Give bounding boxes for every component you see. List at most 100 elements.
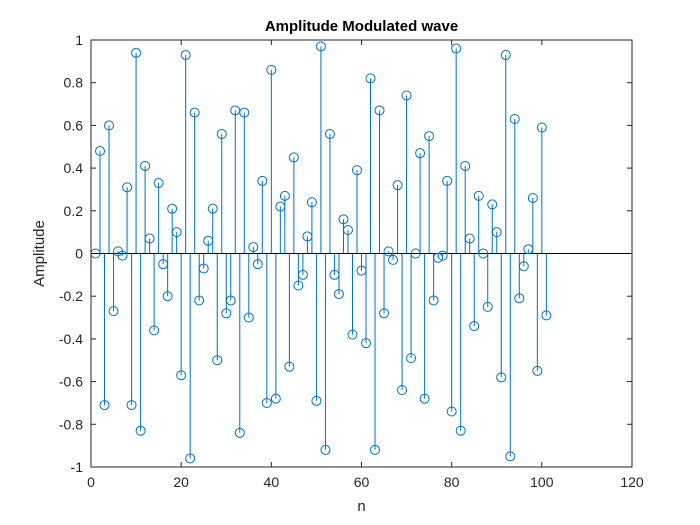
stem-marker [491,227,502,238]
stem-marker [126,400,137,411]
stem-marker [239,107,250,118]
stem-marker [442,175,453,186]
stem-marker [338,214,349,225]
stem-marker [324,128,335,139]
stem-marker [473,190,484,201]
stem-marker [104,120,115,131]
stem-marker [176,370,187,381]
stem-marker [532,365,543,376]
stem-marker [437,250,448,261]
stem-marker [198,263,209,274]
stem-marker [505,451,516,462]
stem-marker [108,306,119,317]
x-tick-label: 60 [354,474,370,490]
y-tick-label: -0.6 [59,374,83,390]
x-tick-label: 40 [264,474,280,490]
stem-marker [514,293,525,304]
stem-marker [203,235,214,246]
stem-marker [293,280,304,291]
stem-marker [275,201,286,212]
stem-marker [171,227,182,238]
stem-marker [180,49,191,60]
stem-marker [284,361,295,372]
y-tick-label: -0.2 [59,288,83,304]
markers-layer [90,41,552,464]
stem-marker [234,427,245,438]
y-tick-label: -1 [71,459,84,475]
stem-marker [95,146,106,157]
y-tick-label: 1 [75,32,83,48]
stem-marker [496,372,507,383]
stem-marker [419,393,430,404]
y-tick-label: 0.8 [64,75,84,91]
stem-marker [189,107,200,118]
stem-marker [311,395,322,406]
stem-marker [410,248,421,259]
stem-marker [527,192,538,203]
stem-marker [500,49,511,60]
stem-marker [306,197,317,208]
stem-marker [379,308,390,319]
stem-marker [541,310,552,321]
stem-marker [279,190,290,201]
stem-marker [392,180,403,191]
stem-marker [194,295,205,306]
stem-marker [131,47,142,58]
ticks-layer: 0 20 40 60 80 100 120 -1 -0.8 -0.6 -0.4 -0.2 0 0.2 0.4… [59,32,644,490]
stem-marker [460,160,471,171]
x-axis-title: n [357,498,365,515]
stem-marker [315,41,326,52]
x-tick-label: 20 [173,474,189,490]
stem-marker [162,291,173,302]
y-tick-label: 0.6 [64,117,84,133]
stem-marker [329,269,340,280]
stem-marker [487,199,498,210]
stem-marker [153,178,164,189]
stem-marker [212,355,223,366]
stem-marker [288,152,299,163]
stem-marker [297,269,308,280]
stem-marker [266,64,277,75]
stem-marker [370,444,381,455]
stem-marker [518,261,529,272]
stem-marker [397,385,408,396]
stem-marker [388,254,399,265]
stem-marker [424,131,435,142]
stem-marker [261,397,272,408]
stem-marker [257,175,268,186]
axes-box [90,39,633,468]
stem-marker [252,259,263,270]
stems-layer [99,46,547,459]
stem-marker [446,406,457,417]
y-axis-title: Amplitude [31,220,48,287]
stem-marker [406,353,417,364]
y-tick-label: 0 [75,246,83,262]
y-tick-label: 0.2 [64,203,84,219]
stem-marker [351,165,362,176]
stem-marker [469,321,480,332]
stem-marker [523,244,534,255]
stem-marker [302,231,313,242]
stem-marker [122,182,133,193]
stem-marker [536,122,547,133]
x-tick-label: 0 [87,474,95,490]
stem-marker [464,233,475,244]
stem-marker [270,393,281,404]
stem-marker [225,295,236,306]
stem-marker [365,73,376,84]
stem-marker [401,90,412,101]
stem-marker [167,203,178,214]
stem-marker [185,453,196,464]
stem-marker [207,203,218,214]
stem-marker [135,425,146,436]
x-tick-label: 120 [620,474,644,490]
y-tick-label: -0.4 [59,331,83,347]
stem-marker [158,259,169,270]
stem-marker [216,128,227,139]
stem-marker [248,242,259,253]
stem-marker [509,113,520,124]
stem-marker [144,233,155,244]
stem-marker [361,338,372,349]
stem-marker [221,308,232,319]
